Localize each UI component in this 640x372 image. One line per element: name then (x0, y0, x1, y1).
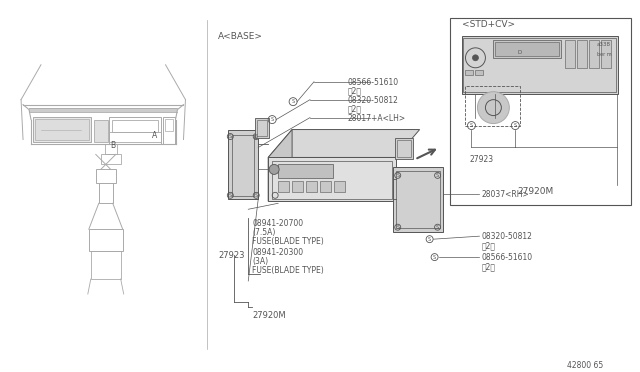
Text: FUSE(BLADE TYPE): FUSE(BLADE TYPE) (252, 266, 324, 275)
Text: ber m: ber m (597, 52, 612, 57)
Circle shape (477, 92, 509, 124)
Bar (495, 42, 559, 56)
Text: S: S (514, 123, 517, 128)
Bar (96, 169, 116, 183)
Text: （2）: （2） (348, 105, 362, 113)
Bar (100, 154, 121, 164)
Text: 27920M: 27920M (517, 187, 554, 196)
Text: 08320-50812: 08320-50812 (481, 232, 532, 241)
Text: D: D (517, 50, 522, 55)
Bar (105, 144, 116, 154)
Text: 08566-51610: 08566-51610 (481, 253, 532, 262)
Bar (272, 161, 392, 199)
Text: S: S (470, 123, 473, 128)
Text: 08941-20700: 08941-20700 (252, 219, 303, 228)
Text: 27923: 27923 (470, 155, 493, 164)
Bar (493, 40, 561, 58)
Bar (164, 119, 173, 131)
Bar (589, 40, 599, 68)
Bar (94, 119, 108, 141)
Bar (334, 182, 345, 192)
Text: S: S (436, 225, 439, 230)
Bar (565, 40, 575, 68)
Text: (7.5A): (7.5A) (252, 228, 276, 237)
Bar (278, 182, 289, 192)
Bar (577, 40, 587, 68)
Text: （2）: （2） (348, 87, 362, 96)
Text: S: S (396, 225, 399, 230)
Text: S: S (228, 193, 232, 198)
Text: （2）: （2） (481, 241, 495, 250)
Bar (396, 171, 440, 228)
Polygon shape (268, 129, 420, 157)
Bar (476, 70, 483, 75)
Bar (278, 164, 333, 179)
Text: S: S (255, 193, 258, 198)
Text: S: S (396, 173, 399, 178)
Text: S: S (255, 134, 258, 139)
Text: S: S (292, 99, 294, 104)
Text: 28017+A<LH>: 28017+A<LH> (348, 113, 406, 123)
Text: S: S (433, 254, 436, 260)
Polygon shape (393, 167, 443, 232)
Bar (112, 119, 157, 132)
Text: S: S (228, 134, 232, 139)
Polygon shape (29, 108, 177, 112)
Bar (109, 116, 161, 144)
Bar (395, 138, 413, 160)
Bar (163, 116, 175, 144)
Polygon shape (268, 157, 396, 201)
Text: a338: a338 (597, 42, 611, 47)
Bar (255, 118, 269, 138)
Text: A: A (152, 131, 157, 140)
Circle shape (269, 164, 279, 174)
Text: 08566-51610: 08566-51610 (348, 78, 399, 87)
Bar (257, 119, 267, 135)
Bar (33, 116, 91, 141)
Bar (232, 135, 254, 196)
Polygon shape (268, 129, 292, 201)
Text: FUSE(BLADE TYPE): FUSE(BLADE TYPE) (252, 237, 324, 246)
Bar (292, 182, 303, 192)
Text: S: S (271, 117, 274, 122)
Bar (465, 70, 474, 75)
Text: A<BASE>: A<BASE> (218, 32, 263, 41)
Text: 08941-20300: 08941-20300 (252, 248, 303, 257)
Bar (449, 18, 631, 205)
Polygon shape (228, 129, 258, 199)
Text: 27923: 27923 (218, 251, 245, 260)
Text: 28037<RH>: 28037<RH> (481, 190, 529, 199)
Bar (461, 36, 618, 94)
Bar (601, 40, 611, 68)
Bar (35, 119, 89, 140)
Bar (463, 38, 616, 92)
Bar (306, 182, 317, 192)
Text: <STD+CV>: <STD+CV> (461, 20, 515, 29)
Bar (397, 140, 411, 157)
Bar (465, 86, 520, 126)
Bar (89, 229, 123, 251)
Bar (99, 183, 113, 203)
Text: B: B (111, 141, 116, 150)
Bar (91, 251, 121, 279)
Text: S: S (428, 237, 431, 242)
Text: 27920M: 27920M (252, 311, 286, 320)
Text: S: S (436, 173, 439, 178)
Text: （2）: （2） (481, 262, 495, 271)
Bar (109, 132, 161, 141)
Text: 08320-50812: 08320-50812 (348, 96, 399, 105)
Circle shape (472, 55, 479, 61)
Text: (3A): (3A) (252, 257, 268, 266)
Bar (320, 182, 331, 192)
Text: 42800 65: 42800 65 (567, 361, 604, 370)
